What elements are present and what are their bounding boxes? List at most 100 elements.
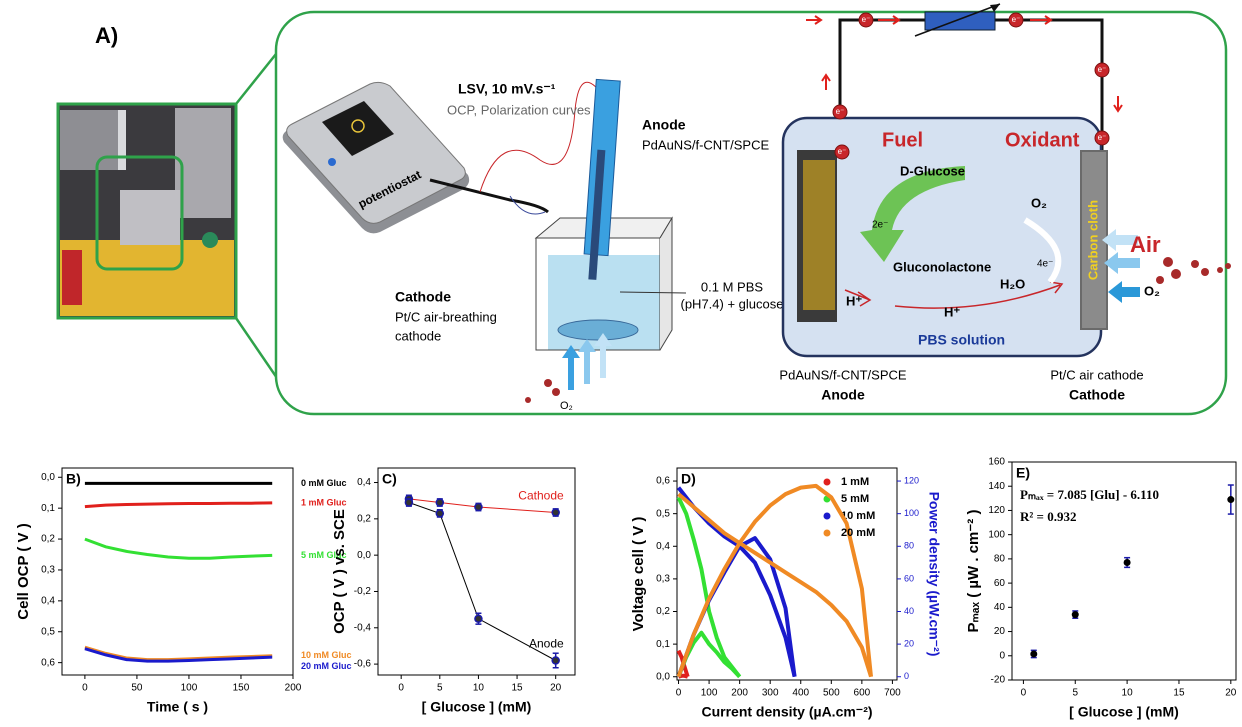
series-label: 5 mM Gluc: [301, 550, 347, 560]
electron-label: e⁻: [1098, 133, 1107, 142]
species: H⁺: [846, 293, 862, 308]
r-squared: R² = 0.932: [1020, 509, 1076, 524]
y-tick-label: 40: [994, 602, 1006, 613]
y-tick-label: -0,2: [354, 586, 372, 597]
electron-dot: [1008, 12, 1024, 28]
y2-axis-title: Power density (µW.cm⁻²): [926, 492, 942, 657]
proton-arrow: [894, 281, 1064, 309]
technique-note: OCP, Polarization curves: [447, 102, 591, 117]
series-label: 10 mM Gluc: [301, 650, 352, 660]
y-tick-label: 100: [988, 529, 1005, 540]
species: H₂O: [1000, 276, 1025, 291]
electron-label: e⁻: [862, 15, 871, 24]
x-tick-label: 20: [1225, 688, 1237, 699]
y-tick-label: 0,0: [41, 472, 55, 483]
legend-label: 5 mM: [841, 493, 869, 505]
series-line: [408, 502, 556, 661]
y-tick-label: -20: [991, 675, 1006, 686]
electrolyte: 0.1 M PBS: [701, 279, 763, 294]
species: H⁺: [944, 304, 960, 319]
oxidant-label: Oxidant: [1005, 129, 1080, 151]
species: D-Glucose: [900, 163, 965, 178]
x-tick-label: 400: [792, 688, 809, 699]
data-point: [474, 614, 483, 623]
proton-arrow: [844, 289, 872, 307]
oxygen-label: O₂: [560, 400, 573, 412]
plot-frame: [377, 467, 576, 676]
y-tick-label: 0,5: [41, 626, 55, 637]
x-tick-label: 20: [550, 683, 562, 694]
x-tick-label: 0: [82, 683, 88, 694]
y-tick-label: 80: [994, 554, 1006, 565]
anode-material: PdAuNS/f-CNT/SPCE: [642, 137, 769, 152]
electron-label: e⁻: [838, 147, 847, 156]
air-molecules: [1156, 257, 1231, 284]
cable: [429, 178, 549, 214]
species: O₂: [1144, 283, 1160, 298]
data-point: [404, 498, 414, 507]
y-tick-label: 0,6: [656, 476, 670, 487]
electron-label: e⁻: [1098, 65, 1107, 74]
air-label: Air: [1130, 232, 1161, 257]
y-tick-label: 160: [988, 457, 1005, 468]
series-line: [84, 537, 273, 560]
y-tick-label: 0,3: [41, 565, 55, 576]
y-tick-label: 0,5: [656, 508, 670, 519]
anode-electrode: [797, 150, 837, 322]
cathode-desc: Pt/C air-breathing: [395, 309, 497, 324]
electrolyte: (pH7.4) + glucose: [681, 296, 784, 311]
y-tick-label: 0,3: [656, 574, 670, 585]
y2-tick-label: 120: [904, 475, 919, 485]
x-tick-label: 150: [233, 683, 250, 694]
data-point: [1123, 559, 1131, 567]
electron-dot: [834, 144, 850, 160]
x-tick-label: 15: [511, 683, 523, 694]
x-tick-label: 5: [437, 683, 443, 694]
series-line: [408, 498, 556, 513]
y-tick-label: 0,0: [357, 550, 371, 561]
x-tick-label: 500: [823, 688, 840, 699]
y-axis-title: Pₘₐₓ ( µW . cm⁻² ): [965, 510, 982, 633]
electron-label: e⁻: [1012, 15, 1021, 24]
electrode-label: Cathode: [1069, 387, 1125, 403]
series-label: 0 mM Gluc: [301, 478, 347, 488]
data-point: [474, 502, 483, 512]
potentiostat: [282, 81, 470, 234]
air-arrows: [525, 333, 612, 403]
x-tick-label: 15: [1173, 688, 1185, 699]
plot-frame: [676, 467, 898, 681]
power-curve: [676, 483, 873, 678]
y-tick-label: 0,4: [656, 541, 670, 552]
x-axis-title: Current density (µA.cm⁻²): [701, 704, 872, 720]
electrode-material: Pt/C air cathode: [1050, 367, 1143, 382]
panel-label: B): [66, 471, 81, 487]
cell-beaker: [534, 78, 673, 351]
data-point: [551, 508, 560, 517]
circuit: [806, 3, 1123, 150]
x-axis-title: [ Glucose ] (mM): [422, 699, 532, 715]
y2-tick-label: 0: [904, 671, 909, 681]
data-point: [1030, 650, 1038, 658]
equation: Pₘₐₓ = 7.085 [Glu] - 6.110: [1020, 487, 1159, 502]
legend-marker: [823, 512, 831, 520]
data-point: [435, 498, 445, 507]
y-tick-label: 140: [988, 481, 1005, 492]
y-tick-label: 0,2: [41, 534, 55, 545]
legend-marker: [823, 529, 831, 537]
legend-marker: [823, 478, 831, 486]
series-line: [84, 501, 273, 509]
electron-dot: [1094, 62, 1110, 78]
y-tick-label: 0,1: [41, 503, 55, 514]
legend-label: 10 mM: [841, 510, 875, 522]
x-tick-label: 100: [181, 683, 198, 694]
x-tick-label: 50: [131, 683, 143, 694]
panel-label: A): [95, 23, 118, 48]
air-arrow: [1102, 229, 1138, 251]
y2-tick-label: 20: [904, 638, 914, 648]
y-tick-label: -0,6: [354, 659, 372, 670]
electron-count: 2e⁻: [872, 220, 888, 231]
panel-label: C): [382, 471, 397, 487]
y2-tick-label: 100: [904, 508, 919, 518]
legend-label: 20 mM: [841, 527, 875, 539]
x-tick-label: 10: [473, 683, 485, 694]
